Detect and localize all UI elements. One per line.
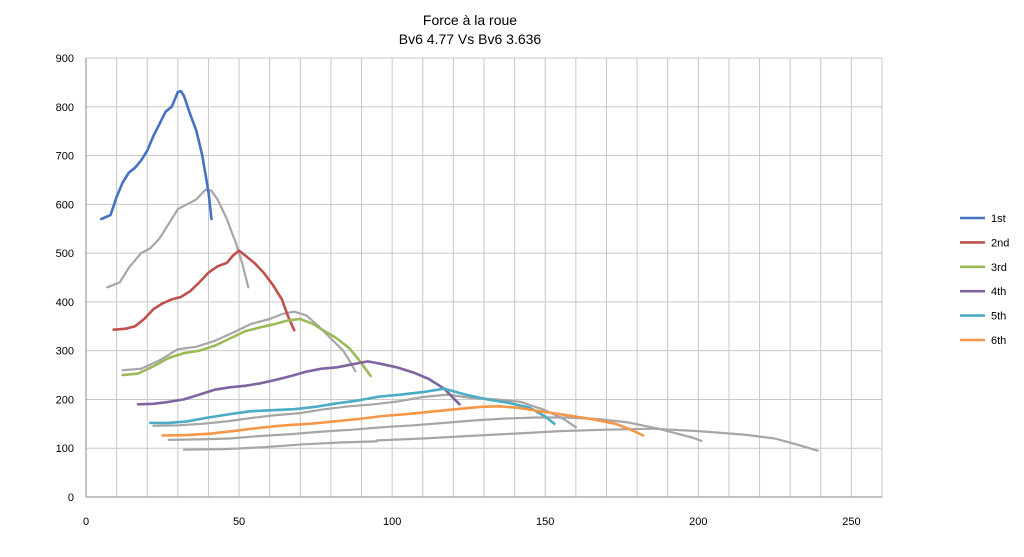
- legend-label-3rd: 3rd: [991, 262, 1007, 274]
- series-line-3rd: [121, 317, 372, 378]
- x-tick-label: 200: [689, 516, 707, 528]
- comparison-series-line: [182, 440, 378, 451]
- grid-layer: [86, 57, 883, 497]
- series-line-4th: [136, 360, 461, 406]
- legend-label-1st: 1st: [991, 213, 1006, 225]
- legend-label-2nd: 2nd: [991, 237, 1009, 249]
- x-tick-label: 0: [83, 516, 89, 528]
- x-tick-label: 250: [842, 516, 860, 528]
- legend: 1st 2nd 3rd 4th 5th 6th: [960, 213, 1009, 347]
- y-tick-label: 700: [56, 151, 74, 163]
- comparison-series-line: [106, 188, 250, 289]
- y-tick-label: 500: [56, 248, 74, 260]
- chart-title: Force à la roue: [423, 12, 517, 28]
- comparison-series-line: [167, 416, 703, 442]
- legend-label-4th: 4th: [991, 286, 1006, 298]
- series-layer: [100, 89, 819, 452]
- y-tick-label: 800: [56, 102, 74, 114]
- comparison-series-line: [121, 310, 357, 373]
- x-tick-label: 150: [536, 516, 554, 528]
- y-tick-label: 900: [56, 53, 74, 65]
- series-line-2nd: [112, 249, 296, 332]
- legend-label-5th: 5th: [991, 311, 1006, 323]
- series-line-5th: [149, 387, 556, 426]
- x-tick-label: 50: [233, 516, 245, 528]
- legend-label-6th: 6th: [991, 335, 1006, 347]
- y-tick-label: 100: [56, 443, 74, 455]
- comparison-series-line: [152, 393, 577, 429]
- series-line-6th: [161, 405, 645, 437]
- axis-layer: 0 100 200 300 400 500 600 700 800 900 0 50 100 150 200…: [56, 53, 882, 528]
- y-tick-label: 400: [56, 297, 74, 309]
- x-tick-label: 100: [383, 516, 401, 528]
- y-tick-label: 0: [68, 492, 74, 504]
- chart-subtitle: Bv6 4.77 Vs Bv6 3.636: [399, 31, 542, 47]
- y-tick-label: 200: [56, 394, 74, 406]
- y-tick-label: 600: [56, 199, 74, 211]
- y-tick-label: 300: [56, 346, 74, 358]
- series-line-1st: [100, 89, 213, 221]
